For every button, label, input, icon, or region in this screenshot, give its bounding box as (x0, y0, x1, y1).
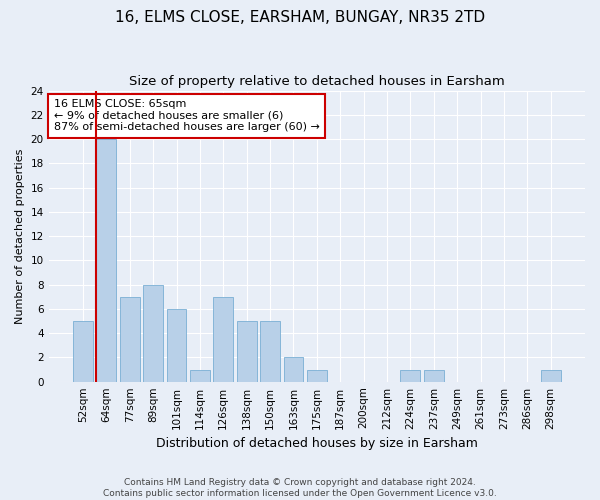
Bar (237, 321, 257, 382)
Bar (120, 297, 140, 382)
Bar (284, 358, 304, 382)
Bar (167, 309, 187, 382)
Y-axis label: Number of detached properties: Number of detached properties (15, 148, 25, 324)
Bar (190, 370, 210, 382)
Bar (307, 370, 327, 382)
Bar (214, 297, 233, 382)
Text: Contains HM Land Registry data © Crown copyright and database right 2024.
Contai: Contains HM Land Registry data © Crown c… (103, 478, 497, 498)
Bar (541, 370, 560, 382)
Text: 16, ELMS CLOSE, EARSHAM, BUNGAY, NR35 2TD: 16, ELMS CLOSE, EARSHAM, BUNGAY, NR35 2T… (115, 10, 485, 25)
Text: 16 ELMS CLOSE: 65sqm
← 9% of detached houses are smaller (6)
87% of semi-detache: 16 ELMS CLOSE: 65sqm ← 9% of detached ho… (54, 100, 320, 132)
X-axis label: Distribution of detached houses by size in Earsham: Distribution of detached houses by size … (156, 437, 478, 450)
Bar (73, 321, 93, 382)
Title: Size of property relative to detached houses in Earsham: Size of property relative to detached ho… (129, 75, 505, 88)
Bar (424, 370, 443, 382)
Bar (400, 370, 421, 382)
Bar (260, 321, 280, 382)
Bar (143, 284, 163, 382)
Bar (97, 139, 116, 382)
